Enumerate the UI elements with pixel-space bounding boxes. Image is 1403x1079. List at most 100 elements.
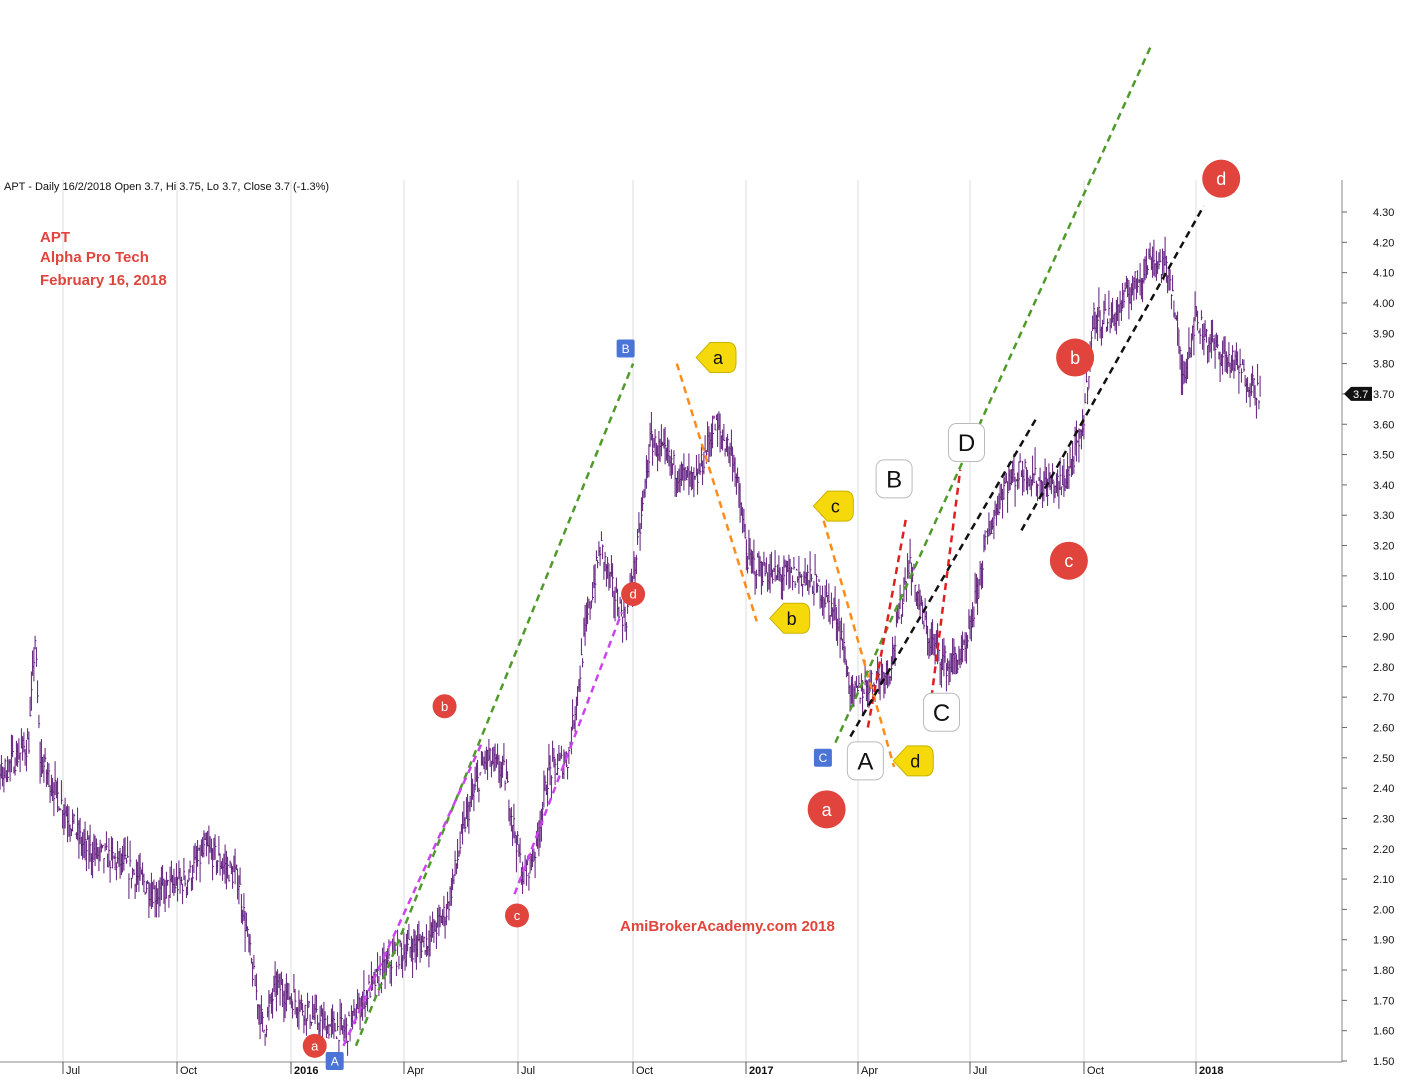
chart-grid xyxy=(0,180,1343,1063)
y-tick-label: 4.00 xyxy=(1373,298,1394,310)
x-tick-label: 2018 xyxy=(1199,1065,1223,1077)
wave-marker-label: C xyxy=(819,751,828,765)
wave-marker-label: b xyxy=(441,699,448,714)
y-tick-label: 1.90 xyxy=(1373,935,1394,947)
y-tick-label: 4.10 xyxy=(1373,268,1394,280)
y-tick-label: 2.80 xyxy=(1373,662,1394,674)
wave-marker-blue xyxy=(813,748,832,767)
trendline-group xyxy=(342,44,1205,1047)
wave-marker-label: c xyxy=(831,497,840,517)
trendline xyxy=(834,44,1153,744)
chart-title-date: February 16, 2018 xyxy=(40,272,167,289)
wave-marker-label: d xyxy=(629,587,636,602)
x-tick-label: 2016 xyxy=(294,1065,318,1077)
y-tick-label: 4.20 xyxy=(1373,237,1394,249)
wave-marker-label: a xyxy=(822,800,833,820)
price-series xyxy=(0,236,1261,1056)
wave-marker-label: C xyxy=(933,700,950,727)
x-tick-label: 2017 xyxy=(749,1065,773,1077)
x-tick-label: Apr xyxy=(407,1065,424,1077)
wave-marker-label: c xyxy=(514,908,521,923)
y-tick-label: 2.90 xyxy=(1373,632,1394,644)
chart-title-ticker: APT xyxy=(40,229,70,246)
x-tick-label: Jul xyxy=(521,1065,535,1077)
trendline xyxy=(675,363,758,622)
trendline xyxy=(342,742,484,1047)
y-tick-label: 1.50 xyxy=(1373,1056,1394,1068)
trendline xyxy=(819,508,896,768)
y-tick-label: 3.50 xyxy=(1373,450,1394,462)
chart-header: APT - Daily 16/2/2018 Open 3.7, Hi 3.75,… xyxy=(4,181,330,193)
wave-marker-white xyxy=(846,741,884,781)
wave-marker-blue xyxy=(616,339,635,358)
y-tick-label: 2.70 xyxy=(1373,692,1394,704)
last-value-tag xyxy=(1344,386,1372,401)
y-tick-label: 2.40 xyxy=(1373,783,1394,795)
y-tick-label: 1.70 xyxy=(1373,995,1394,1007)
wave-marker-blue xyxy=(325,1052,344,1070)
wave-marker-label: c xyxy=(1064,551,1073,571)
x-tick-label: Oct xyxy=(636,1065,653,1077)
trendline xyxy=(354,363,635,1047)
y-tick-label: 3.00 xyxy=(1373,601,1394,613)
trendline xyxy=(930,469,962,698)
trendline xyxy=(849,417,1038,738)
wave-marker-red xyxy=(1056,338,1095,377)
y-tick-label: 3.40 xyxy=(1373,480,1394,492)
annotation-group: abcdabcdabcdABCDABCD xyxy=(302,159,1241,1070)
y-tick-label: 3.20 xyxy=(1373,541,1394,553)
wave-marker-red xyxy=(432,694,457,719)
watermark: AmiBrokerAcademy.com 2018 xyxy=(620,918,835,935)
wave-marker-yellow xyxy=(695,342,737,374)
x-axis: Jul Oct 2016 Apr Jul Oct 2017 Apr Jul Oct 2018 xyxy=(62,1062,1223,1077)
wave-marker-red xyxy=(807,790,846,829)
y-tick-label: 3.80 xyxy=(1373,359,1394,371)
y-tick-label: 3.30 xyxy=(1373,510,1394,522)
y-axis: 1.50 1.60 1.70 1.80 1.90 2.00 2.10 2.20 2.30 2.40… xyxy=(1342,207,1394,1068)
wave-marker-yellow xyxy=(892,745,934,777)
y-tick-label: 1.80 xyxy=(1373,965,1394,977)
y-tick-label: 2.20 xyxy=(1373,844,1394,856)
wave-marker-label: a xyxy=(311,1039,319,1054)
y-tick-label: 3.70 xyxy=(1373,389,1394,401)
x-tick-label: Jul xyxy=(973,1065,987,1077)
wave-marker-label: B xyxy=(886,466,902,493)
wave-marker-label: A xyxy=(857,748,873,775)
wave-marker-label: d xyxy=(1216,169,1226,189)
y-tick-label: 2.30 xyxy=(1373,813,1394,825)
x-tick-label: Oct xyxy=(180,1065,197,1077)
wave-marker-yellow xyxy=(769,602,811,634)
wave-marker-label: B xyxy=(622,342,630,356)
y-tick-label: 2.60 xyxy=(1373,722,1394,734)
y-tick-label: 3.10 xyxy=(1373,571,1394,583)
trendline xyxy=(513,611,624,895)
y-tick-label: 2.50 xyxy=(1373,753,1394,765)
y-tick-label: 2.10 xyxy=(1373,874,1394,886)
trendline xyxy=(1020,205,1205,531)
wave-marker-yellow xyxy=(812,490,854,522)
chart-title-company: Alpha Pro Tech xyxy=(40,249,149,266)
wave-marker-white xyxy=(923,692,961,732)
y-tick-label: 3.90 xyxy=(1373,328,1394,340)
wave-marker-white xyxy=(875,459,913,499)
wave-marker-red xyxy=(302,1033,327,1058)
wave-marker-label: b xyxy=(787,609,797,629)
wave-marker-label: d xyxy=(910,751,920,771)
last-value-label: 3.7 xyxy=(1353,389,1368,401)
y-tick-label: 4.30 xyxy=(1373,207,1394,219)
wave-marker-label: A xyxy=(331,1054,339,1068)
wave-marker-red xyxy=(1049,541,1088,580)
wave-marker-label: D xyxy=(958,430,975,457)
wave-marker-white xyxy=(947,422,985,462)
x-tick-label: Oct xyxy=(1087,1065,1104,1077)
wave-marker-red xyxy=(504,903,529,928)
x-tick-label: Apr xyxy=(861,1065,878,1077)
wave-marker-label: b xyxy=(1070,348,1080,368)
wave-marker-label: a xyxy=(713,348,724,368)
y-tick-label: 1.60 xyxy=(1373,1026,1394,1038)
y-tick-label: 2.00 xyxy=(1373,904,1394,916)
wave-marker-red xyxy=(621,582,646,607)
price-bar-outlines xyxy=(0,236,1261,1056)
x-tick-label: Jul xyxy=(66,1065,80,1077)
